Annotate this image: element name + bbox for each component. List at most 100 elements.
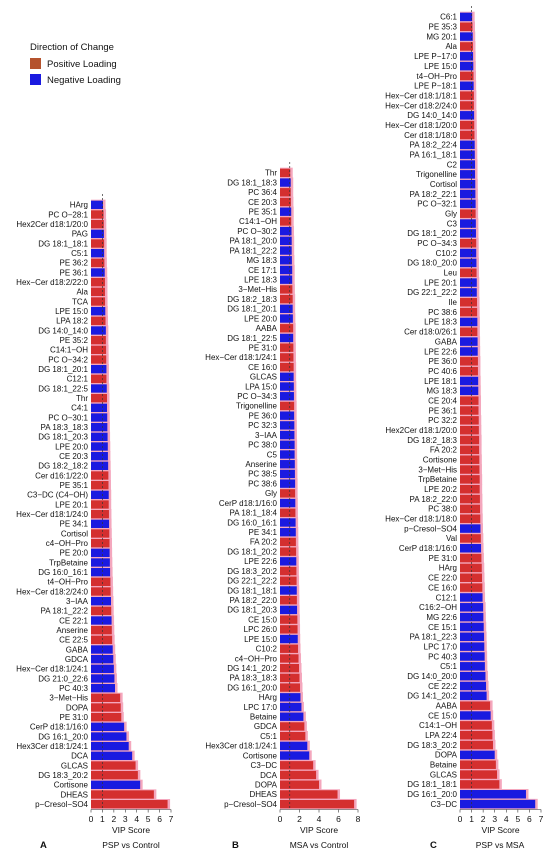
bar bbox=[280, 576, 297, 585]
bar bbox=[280, 178, 291, 187]
x-tick-label: 3 bbox=[123, 814, 128, 824]
bar bbox=[280, 596, 297, 605]
x-tick-label: 2 bbox=[481, 814, 486, 824]
bar bbox=[460, 347, 478, 356]
category-label: Cortisone bbox=[54, 781, 89, 790]
panel-title: MSA vs Control bbox=[290, 840, 349, 850]
category-label: Hex3Cer d18:1/24:1 bbox=[16, 742, 88, 751]
legend-title: Direction of Change bbox=[30, 42, 114, 53]
bar bbox=[460, 583, 483, 592]
category-label: DOPA bbox=[435, 751, 458, 760]
category-label: PE 31:0 bbox=[249, 343, 278, 352]
category-label: HArg bbox=[259, 693, 277, 702]
category-label: DG 14:0_14:0 bbox=[407, 111, 457, 120]
category-label: LPA 18:2 bbox=[56, 317, 88, 326]
x-tick-label: 6 bbox=[336, 814, 341, 824]
bar bbox=[91, 452, 108, 461]
category-label: DG 16:1_20:0 bbox=[227, 683, 277, 692]
bar bbox=[91, 316, 106, 325]
x-tick-label: 4 bbox=[134, 814, 139, 824]
bar bbox=[460, 534, 481, 543]
category-label: Cortisone bbox=[243, 751, 278, 760]
category-label: LPE 18:3 bbox=[424, 318, 457, 327]
bar bbox=[460, 662, 485, 671]
bar bbox=[91, 490, 109, 499]
bar bbox=[280, 333, 294, 343]
category-label: LPE 20:1 bbox=[55, 500, 88, 509]
category-label: t4−OH−Pro bbox=[417, 72, 458, 81]
category-label: DG 18:1_22:5 bbox=[227, 334, 277, 343]
category-label: PA 18:2_22:0 bbox=[230, 596, 278, 605]
category-label: DG 21:0_22:6 bbox=[38, 674, 88, 683]
bar bbox=[280, 265, 293, 275]
category-label: PA 18:1_22:2 bbox=[41, 607, 89, 616]
bar bbox=[280, 547, 297, 556]
category-label: DG 18:0_20:0 bbox=[407, 259, 457, 268]
category-label: PA 16:1_18:1 bbox=[410, 150, 458, 159]
category-label: Cortisone bbox=[423, 455, 458, 464]
category-label: PA 18:1_22:2 bbox=[230, 246, 278, 255]
bar bbox=[280, 557, 297, 566]
bar bbox=[91, 568, 111, 577]
panel-letter: A bbox=[40, 840, 47, 851]
category-label: MG 20:1 bbox=[426, 32, 457, 41]
category-label: Cer d16:1/22:0 bbox=[35, 471, 88, 480]
category-label: PC O−28:1 bbox=[48, 210, 88, 219]
bar bbox=[280, 489, 296, 498]
bar bbox=[280, 353, 294, 362]
category-label: DG 22:1_22:2 bbox=[227, 577, 277, 586]
bar bbox=[91, 645, 113, 654]
category-label: DG 16:0_16:1 bbox=[227, 518, 277, 527]
bar bbox=[91, 461, 109, 470]
bar bbox=[460, 721, 492, 730]
bar bbox=[280, 188, 291, 197]
bar bbox=[460, 573, 482, 583]
bar bbox=[91, 200, 103, 209]
category-label: C14:1−OH bbox=[419, 721, 457, 730]
category-label: MG 18:3 bbox=[246, 256, 277, 265]
category-label: FA 20:2 bbox=[250, 538, 278, 547]
category-label: PE 36:1 bbox=[429, 406, 458, 415]
bar bbox=[460, 671, 486, 681]
category-label: PA 18:3_18:3 bbox=[41, 423, 89, 432]
category-label: 3−IAA bbox=[66, 597, 89, 606]
category-label: PAG bbox=[72, 230, 88, 239]
x-tick-label: 0 bbox=[278, 814, 283, 824]
x-tick-label: 1 bbox=[469, 814, 474, 824]
category-label: DG 18:3_20:2 bbox=[227, 567, 277, 576]
category-label: PA 18:3_18:3 bbox=[230, 674, 278, 683]
category-label: C16:2−OH bbox=[419, 603, 457, 612]
panel-title: PSP vs MSA bbox=[476, 840, 525, 850]
bar bbox=[91, 761, 136, 770]
x-axis-title: VIP Score bbox=[300, 825, 338, 835]
bar bbox=[460, 298, 478, 307]
bar bbox=[280, 528, 296, 537]
bar bbox=[280, 226, 292, 236]
category-label: Trigonelline bbox=[416, 170, 458, 179]
bar bbox=[91, 780, 141, 789]
category-label: CE 20:4 bbox=[428, 396, 457, 405]
bar bbox=[460, 445, 480, 455]
bar bbox=[460, 209, 476, 218]
category-label: LPC 26:0 bbox=[244, 625, 278, 634]
category-label: DG 18:3_20:2 bbox=[407, 741, 457, 750]
category-label: CE 16:0 bbox=[428, 583, 457, 592]
category-label: PE 36:0 bbox=[249, 411, 278, 420]
category-label: CE 20:3 bbox=[59, 452, 88, 461]
category-label: PE 36:2 bbox=[60, 259, 89, 268]
panel-letter: B bbox=[232, 840, 239, 851]
bar bbox=[460, 475, 480, 484]
category-label: Hex−Cer d18:1/24:1 bbox=[205, 353, 277, 362]
bar bbox=[460, 170, 476, 179]
bar bbox=[460, 740, 493, 750]
bar bbox=[280, 518, 296, 527]
bar bbox=[460, 760, 496, 769]
bar bbox=[460, 632, 485, 642]
category-label: C5 bbox=[267, 450, 278, 459]
bar bbox=[91, 210, 104, 219]
bar bbox=[460, 425, 479, 435]
bar bbox=[280, 790, 338, 799]
category-label: TrpBetaine bbox=[418, 475, 457, 484]
bar bbox=[280, 197, 291, 207]
